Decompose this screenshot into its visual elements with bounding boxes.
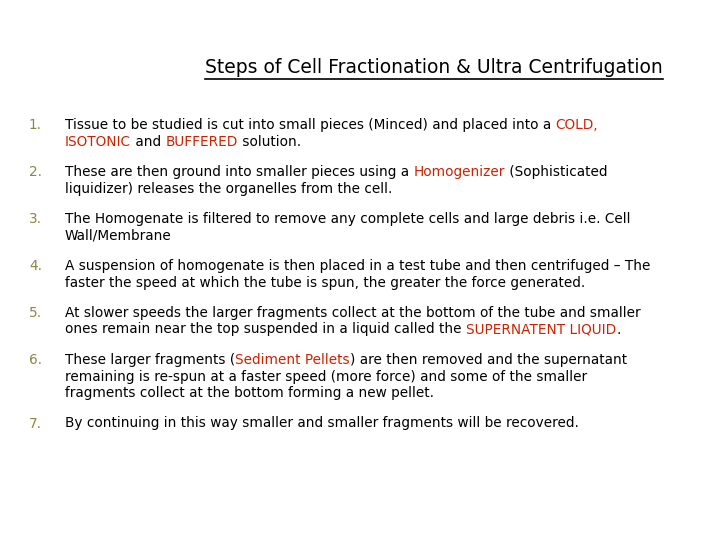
Text: A suspension of homogenate is then placed in a test tube and then centrifuged – : A suspension of homogenate is then place…: [65, 259, 650, 273]
Text: ones remain near the top suspended in a liquid called the: ones remain near the top suspended in a …: [65, 322, 466, 336]
Text: liquidizer) releases the organelles from the cell.: liquidizer) releases the organelles from…: [65, 181, 392, 195]
Text: Tissue to be studied is cut into small pieces (Minced) and placed into a: Tissue to be studied is cut into small p…: [65, 118, 556, 132]
Text: fragments collect at the bottom forming a new pellet.: fragments collect at the bottom forming …: [65, 386, 434, 400]
Text: 6.: 6.: [29, 353, 42, 367]
Text: 5.: 5.: [29, 306, 42, 320]
Text: The Homogenate is filtered to remove any complete cells and large debris i.e. Ce: The Homogenate is filtered to remove any…: [65, 212, 631, 226]
Text: .: .: [616, 322, 621, 336]
Text: BUFFERED: BUFFERED: [166, 134, 238, 149]
Text: Wall/Membrane: Wall/Membrane: [65, 228, 172, 242]
Text: and: and: [131, 134, 166, 149]
Text: ISOTONIC: ISOTONIC: [65, 134, 131, 149]
Text: Sediment Pellets: Sediment Pellets: [235, 353, 350, 367]
Text: 1.: 1.: [29, 118, 42, 132]
Text: (Sophisticated: (Sophisticated: [505, 165, 608, 179]
Text: solution.: solution.: [238, 134, 301, 149]
Text: SUPERNATENT LIQUID: SUPERNATENT LIQUID: [466, 322, 616, 336]
Text: 2.: 2.: [29, 165, 42, 179]
Text: These are then ground into smaller pieces using a: These are then ground into smaller piece…: [65, 165, 413, 179]
Text: At slower speeds the larger fragments collect at the bottom of the tube and smal: At slower speeds the larger fragments co…: [65, 306, 641, 320]
Text: ) are then removed and the supernatant: ) are then removed and the supernatant: [350, 353, 627, 367]
Text: 3.: 3.: [29, 212, 42, 226]
Text: By continuing in this way smaller and smaller fragments will be recovered.: By continuing in this way smaller and sm…: [65, 416, 579, 430]
Text: Homogenizer: Homogenizer: [413, 165, 505, 179]
Text: COLD,: COLD,: [556, 118, 598, 132]
Text: These larger fragments (: These larger fragments (: [65, 353, 235, 367]
Text: Steps of Cell Fractionation & Ultra Centrifugation: Steps of Cell Fractionation & Ultra Cent…: [205, 58, 662, 77]
Text: 7.: 7.: [29, 416, 42, 430]
Text: 4.: 4.: [29, 259, 42, 273]
Text: faster the speed at which the tube is spun, the greater the force generated.: faster the speed at which the tube is sp…: [65, 275, 585, 289]
Text: remaining is re-spun at a faster speed (more force) and some of the smaller: remaining is re-spun at a faster speed (…: [65, 369, 587, 383]
